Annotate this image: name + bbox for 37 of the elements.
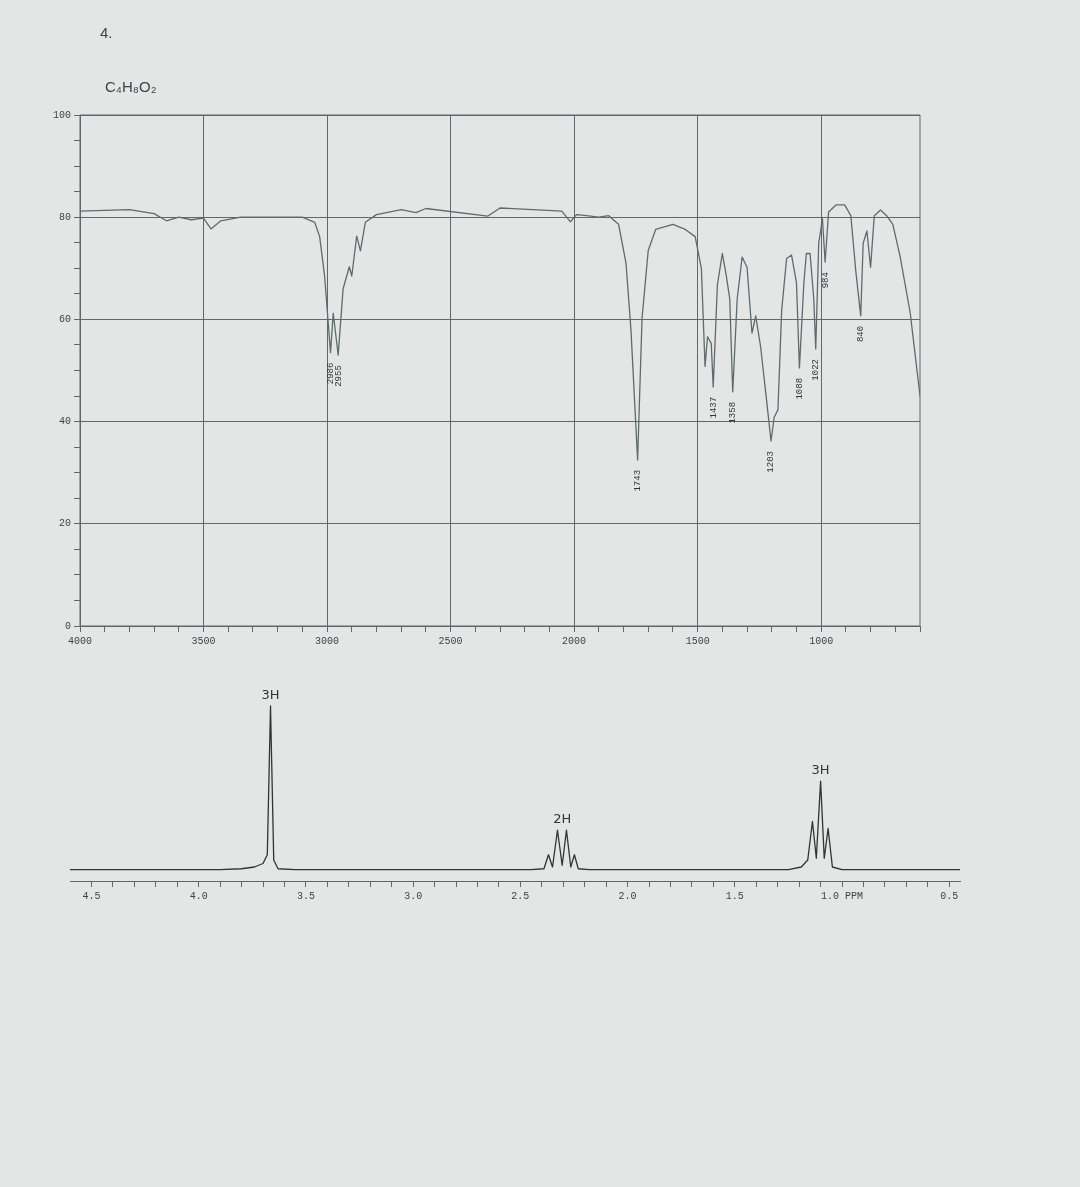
y-tick-label: 40 — [58, 416, 71, 428]
annotation: 840 — [856, 325, 867, 343]
x-tick-label: 2.5 — [511, 890, 530, 902]
x-tick-label: 4.0 — [189, 890, 208, 902]
annotation: 2986 — [325, 362, 336, 385]
y-tick-label: 20 — [58, 518, 71, 530]
x-tick-label: 2.0 — [618, 890, 637, 902]
annotation: 1743 — [633, 469, 643, 492]
x-tick-label: 3500 — [191, 635, 216, 647]
x-tick-label: 1.5 — [725, 890, 744, 902]
x-tick-label: 4000 — [68, 635, 93, 647]
chart-title: 4. — [100, 24, 113, 41]
chart-subtitle: C₄H₈O₂ — [105, 78, 157, 95]
annotation: 2955 — [333, 365, 344, 387]
x-tick-label: 1000 — [809, 635, 834, 647]
annotation: 3H — [811, 762, 830, 778]
x-tick-label: 1.0 PPM — [821, 890, 864, 902]
x-tick-label: 4.5 — [82, 890, 101, 902]
x-tick-label: 1500 — [685, 635, 710, 647]
y-tick-label: 80 — [58, 211, 71, 223]
annotation: 1358 — [728, 401, 739, 424]
x-tick-label: 3000 — [315, 635, 340, 647]
y-tick-label: 60 — [58, 314, 71, 326]
annotation: 1022 — [811, 359, 822, 381]
x-tick-label: 0.5 — [940, 890, 959, 902]
x-tick-label: 3.0 — [404, 890, 423, 902]
annotation: 3H — [261, 686, 280, 702]
annotation: 2H — [553, 811, 572, 827]
annotation: 1203 — [766, 451, 777, 473]
annotation: 1437 — [708, 396, 719, 419]
y-tick-label: 100 — [52, 109, 71, 121]
x-tick-label: 2000 — [562, 635, 587, 647]
x-tick-label: 2500 — [438, 635, 463, 647]
x-tick-label: 3.5 — [296, 890, 315, 902]
annotation: 1088 — [794, 377, 805, 400]
annotation: 984 — [820, 272, 831, 289]
y-tick-label: 0 — [64, 620, 71, 632]
